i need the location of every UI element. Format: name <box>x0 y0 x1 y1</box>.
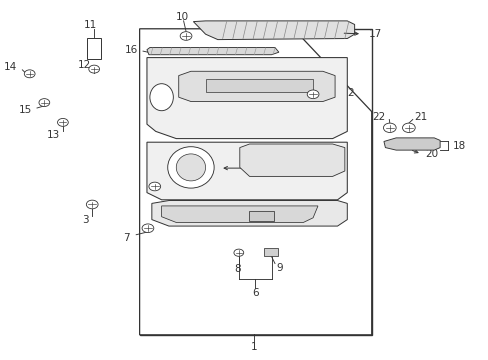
Polygon shape <box>193 21 354 40</box>
Circle shape <box>58 118 68 126</box>
Ellipse shape <box>150 84 173 111</box>
Polygon shape <box>178 71 334 102</box>
Polygon shape <box>239 144 344 176</box>
Text: 10: 10 <box>175 12 188 22</box>
Text: 4: 4 <box>327 154 334 164</box>
Circle shape <box>402 123 414 132</box>
Text: 8: 8 <box>234 264 241 274</box>
Text: 9: 9 <box>275 263 282 273</box>
Ellipse shape <box>167 147 214 188</box>
Polygon shape <box>147 142 346 200</box>
Bar <box>264 248 277 256</box>
Text: 5: 5 <box>302 163 308 173</box>
Text: 1: 1 <box>251 342 257 352</box>
Polygon shape <box>147 58 346 139</box>
Text: 16: 16 <box>124 45 138 55</box>
Polygon shape <box>383 138 439 150</box>
Text: 6: 6 <box>252 288 258 298</box>
Circle shape <box>24 70 35 78</box>
Circle shape <box>39 99 50 107</box>
Ellipse shape <box>176 154 205 181</box>
Circle shape <box>306 90 318 99</box>
Text: 18: 18 <box>451 141 465 151</box>
Text: 17: 17 <box>368 29 382 39</box>
Polygon shape <box>147 48 278 55</box>
Bar <box>87 38 101 59</box>
Circle shape <box>383 123 395 132</box>
Polygon shape <box>152 201 346 226</box>
Text: 7: 7 <box>123 233 130 243</box>
Circle shape <box>89 65 100 73</box>
Text: 3: 3 <box>82 215 89 225</box>
Circle shape <box>149 182 161 191</box>
Circle shape <box>233 249 243 256</box>
Circle shape <box>142 224 154 233</box>
Circle shape <box>86 200 98 209</box>
Bar <box>140 29 371 335</box>
Text: 2: 2 <box>346 88 353 98</box>
Polygon shape <box>161 206 317 222</box>
Bar <box>248 211 273 221</box>
Circle shape <box>180 32 191 40</box>
Polygon shape <box>140 29 371 335</box>
Text: 15: 15 <box>19 105 32 115</box>
Polygon shape <box>205 79 312 92</box>
Text: 20: 20 <box>425 149 438 159</box>
Text: 14: 14 <box>4 62 17 72</box>
Text: 22: 22 <box>371 112 385 122</box>
Text: 13: 13 <box>47 130 60 140</box>
Text: 19: 19 <box>425 140 438 150</box>
Text: 11: 11 <box>84 20 97 30</box>
Text: 12: 12 <box>78 60 91 70</box>
Text: 21: 21 <box>414 112 427 122</box>
